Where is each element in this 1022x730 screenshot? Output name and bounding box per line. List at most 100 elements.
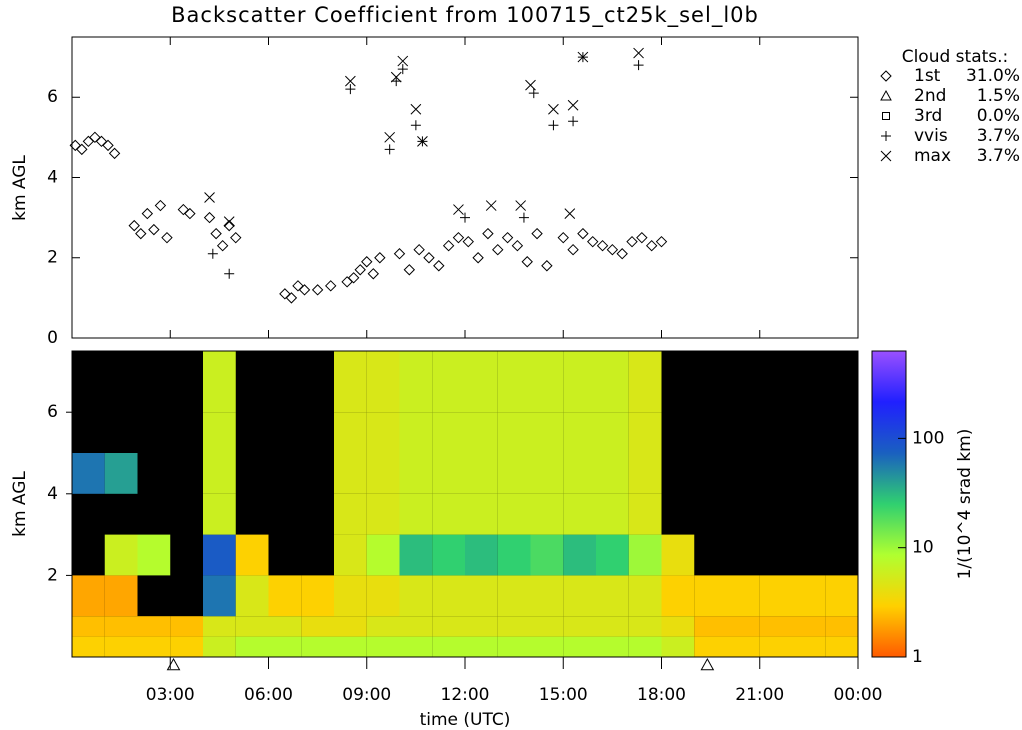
point	[645, 239, 658, 252]
point	[345, 75, 356, 87]
legend-label: vvis	[914, 126, 948, 146]
heat-cell	[203, 616, 236, 637]
point	[577, 51, 589, 63]
heat-cell	[596, 616, 629, 637]
heat-cell	[628, 412, 662, 453]
y-tick-label: 6	[47, 87, 58, 107]
heat-cell	[596, 493, 629, 535]
colorbar	[871, 350, 907, 658]
point	[460, 212, 470, 223]
x-tick-label: 09:00	[342, 685, 391, 705]
point	[567, 99, 579, 111]
heat-cell	[399, 412, 433, 453]
point	[528, 88, 539, 99]
heat-cell	[432, 534, 465, 576]
point	[518, 212, 529, 223]
heat-cell	[530, 616, 564, 637]
x-axis-label: time (UTC)	[420, 710, 511, 730]
point	[390, 71, 402, 83]
heat-cell	[72, 636, 105, 657]
heat-cell	[759, 636, 793, 657]
heat-cell	[366, 412, 400, 453]
heat-cell	[661, 534, 695, 576]
point	[655, 235, 668, 248]
y-tick-label: 4	[47, 167, 58, 187]
heat-cell	[563, 636, 596, 657]
legend-symbol	[880, 70, 892, 82]
heat-cell	[759, 616, 793, 637]
heat-cell	[530, 534, 564, 576]
heat-cell	[497, 351, 531, 413]
heat-cell	[104, 575, 138, 617]
point	[636, 231, 648, 244]
colorbar-tick-label: 1	[912, 647, 923, 667]
heat-cell	[203, 534, 236, 576]
point	[596, 239, 609, 252]
legend-title: Cloud stats.:	[902, 47, 1009, 67]
point	[511, 239, 524, 252]
point	[345, 84, 356, 95]
heat-cell	[563, 453, 596, 494]
heat-cell	[137, 616, 171, 637]
x-tick-label: 06:00	[244, 685, 293, 705]
heat-cell	[596, 575, 629, 617]
point	[633, 47, 644, 59]
point	[354, 264, 366, 276]
heat-cell	[170, 616, 203, 637]
point	[452, 231, 465, 244]
x-tick-label: 00:00	[834, 685, 883, 705]
point	[223, 216, 235, 227]
y-tick-label: 0	[47, 328, 58, 348]
y-tick-label: 2	[47, 248, 58, 268]
heat-cell	[399, 453, 433, 494]
legend-value: 3.7%	[977, 126, 1020, 146]
x-tick-label: 21:00	[735, 685, 784, 705]
heat-cell	[465, 453, 498, 494]
heat-cell	[530, 575, 564, 617]
heat-cell	[268, 616, 302, 637]
heat-cell	[628, 493, 662, 535]
heat-cell	[72, 616, 105, 637]
heat-cell	[432, 453, 465, 494]
point	[69, 139, 81, 152]
heat-cell	[366, 453, 400, 494]
point	[393, 248, 406, 260]
heat-cell	[530, 453, 564, 494]
heat-cell	[432, 412, 465, 453]
heat-cell	[334, 493, 367, 535]
heat-cell	[694, 636, 727, 657]
point	[417, 135, 428, 147]
heat-cell	[104, 616, 138, 637]
point	[223, 219, 235, 232]
heat-cell	[628, 616, 662, 637]
point	[501, 231, 514, 244]
heat-cell	[203, 575, 236, 617]
point	[89, 131, 101, 144]
point	[108, 147, 121, 160]
heat-cell	[203, 493, 236, 535]
heat-cell	[432, 575, 465, 617]
point	[606, 243, 619, 256]
point	[462, 235, 474, 248]
heat-cell	[563, 351, 596, 413]
heat-cell	[596, 534, 629, 576]
point	[135, 227, 147, 240]
y-tick-label: 6	[47, 402, 58, 422]
point	[525, 79, 536, 91]
heat-cell	[334, 412, 367, 453]
legend-symbol	[880, 150, 892, 162]
heat-cell	[530, 493, 564, 535]
heat-cell	[334, 636, 367, 657]
point	[325, 280, 337, 292]
point	[347, 272, 360, 284]
point	[279, 288, 291, 300]
heat-cell	[563, 616, 596, 637]
point	[292, 280, 304, 292]
point	[76, 143, 88, 156]
heat-cell	[203, 453, 236, 494]
heat-cell	[334, 453, 367, 494]
heat-cell	[465, 493, 498, 535]
point	[410, 103, 422, 115]
legend-label: 1st	[914, 66, 941, 86]
legend-symbol	[882, 112, 890, 120]
